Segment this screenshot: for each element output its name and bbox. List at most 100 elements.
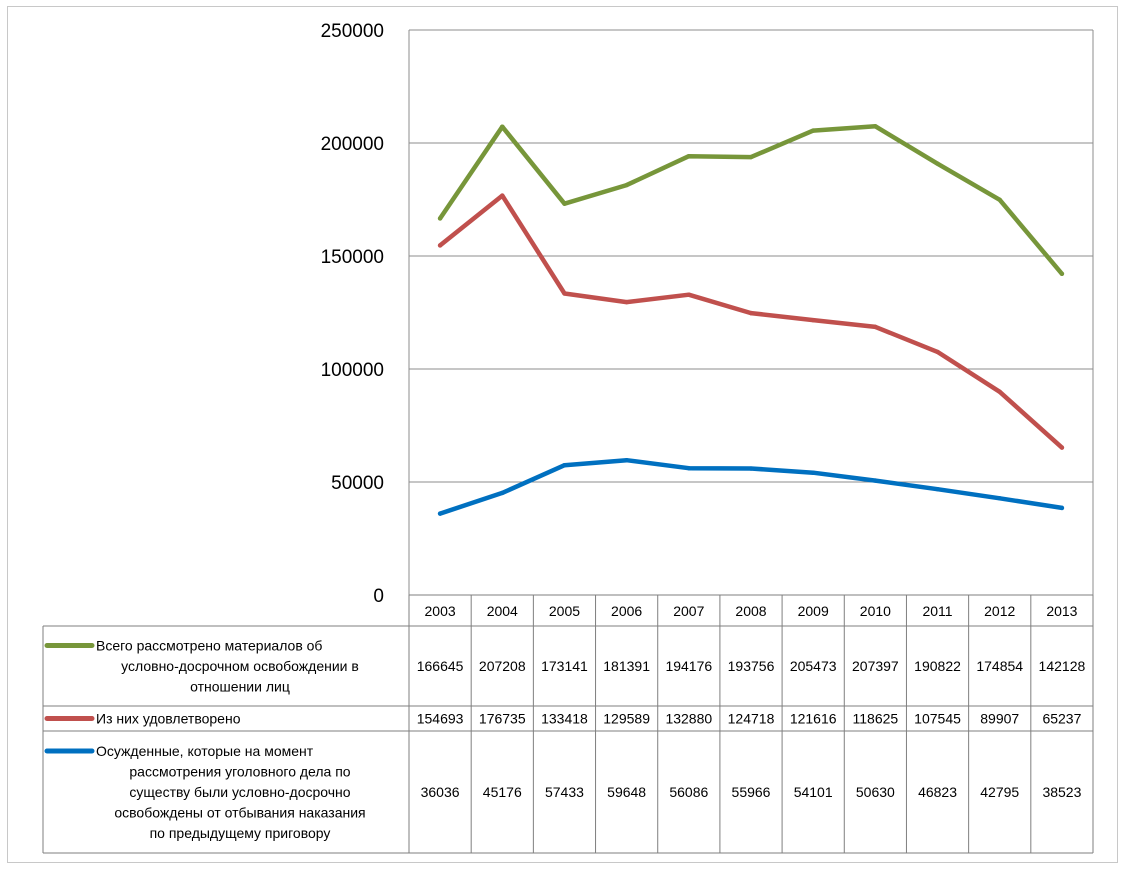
x-tick-label: 2005 [549, 603, 580, 619]
series-lines [437, 124, 1065, 516]
data-point [748, 154, 754, 160]
y-tick-label: 50000 [331, 473, 384, 494]
data-value-cell: 55966 [732, 784, 771, 800]
x-tick-label: 2010 [860, 603, 891, 619]
data-point [562, 201, 567, 206]
data-point [500, 193, 505, 198]
y-tick-label: 250000 [321, 21, 384, 42]
data-point [935, 349, 940, 355]
data-value-cell: 132880 [665, 711, 712, 727]
x-tick-label: 2013 [1046, 603, 1077, 619]
data-point [997, 197, 1002, 203]
data-point [437, 243, 443, 248]
data-table: 2003 2004 2005 2006 2007 2008 2009 2010 2011 2012… [42, 594, 1094, 854]
data-point [873, 478, 878, 483]
x-tick-label: 2003 [425, 603, 456, 619]
data-point [624, 299, 629, 305]
y-tick-label: 0 [373, 586, 384, 607]
data-value-cell: 54101 [794, 784, 833, 800]
x-tick-label: 2004 [487, 603, 518, 619]
data-value-cell: 181391 [603, 658, 650, 674]
data-value-cell: 205473 [790, 658, 837, 674]
data-value-cell: 176735 [479, 711, 526, 727]
legend-label: Всего рассмотрено материалов об [96, 638, 322, 654]
data-value-cell: 190822 [914, 658, 961, 674]
data-value-cell: 42795 [980, 784, 1019, 800]
data-value-cell: 193756 [728, 658, 775, 674]
data-value-cell: 121616 [790, 711, 837, 727]
data-value-cell: 207397 [852, 658, 899, 674]
data-value-cell: 207208 [479, 658, 526, 674]
legend-label: освобождены от отбывания наказания [114, 805, 365, 821]
data-point [810, 317, 816, 323]
data-value-cell: 174854 [976, 658, 1023, 674]
data-value-cell: 38523 [1042, 784, 1081, 800]
data-value-cell: 46823 [918, 784, 957, 800]
data-point [1059, 271, 1065, 276]
legend-label: существу были условно-досрочно [129, 784, 350, 800]
data-value-cell: 173141 [541, 658, 588, 674]
y-tick-label: 150000 [321, 247, 384, 268]
series-line-0 [437, 124, 1065, 277]
data-point [624, 182, 629, 188]
data-point [500, 490, 505, 496]
data-value-cell: 142128 [1039, 658, 1086, 674]
data-value-cell: 59648 [607, 784, 646, 800]
data-point [686, 153, 692, 159]
x-tick-label: 2008 [735, 603, 766, 619]
legend-label: условно-досрочном освобождении в [121, 658, 359, 674]
data-value-cell: 166645 [417, 658, 464, 674]
data-value-cell: 124718 [728, 711, 775, 727]
data-point [810, 128, 816, 133]
data-point [873, 124, 878, 129]
data-value-cell: 65237 [1042, 711, 1081, 727]
legend-label: Из них удовлетворено [96, 711, 241, 727]
data-point [686, 292, 692, 297]
data-point [562, 463, 567, 468]
data-point [997, 389, 1002, 395]
series-line-1 [437, 193, 1065, 450]
y-tick-label: 100000 [321, 360, 384, 381]
data-value-cell: 133418 [541, 711, 588, 727]
legend-label: по предыдущему приговору [150, 825, 331, 841]
data-point [935, 486, 940, 492]
data-point [997, 496, 1002, 501]
x-tick-label: 2012 [984, 603, 1015, 619]
data-point [748, 466, 754, 471]
data-value-cell: 118625 [853, 711, 899, 727]
data-point [437, 216, 443, 221]
x-tick-label: 2006 [611, 603, 642, 619]
data-point [873, 324, 878, 330]
data-value-cell: 57433 [545, 784, 584, 800]
data-point [810, 470, 816, 475]
data-point [748, 310, 754, 316]
data-value-cell: 107545 [914, 711, 961, 727]
data-point [562, 291, 567, 296]
data-point [437, 511, 443, 516]
data-value-cell: 45176 [483, 784, 522, 800]
legend-label: рассмотрения уголовного дела по [129, 764, 350, 780]
data-value-cell: 56086 [669, 784, 708, 800]
data-value-cell: 194176 [665, 658, 712, 674]
data-point [1059, 445, 1065, 450]
data-point [935, 161, 940, 166]
data-point [500, 124, 505, 129]
legend-label: отношении лиц [190, 679, 290, 695]
x-tick-label: 2009 [798, 603, 829, 619]
y-tick-label: 200000 [321, 134, 384, 155]
data-value-cell: 36036 [421, 784, 460, 800]
x-tick-label: 2011 [922, 603, 952, 619]
x-tick-label: 2007 [673, 603, 704, 619]
data-point [624, 457, 629, 463]
gridlines [409, 29, 1093, 483]
legend-label: Осужденные, которые на момент [96, 743, 314, 759]
data-point [686, 466, 692, 471]
data-value-cell: 50630 [856, 784, 895, 800]
data-value-cell: 154693 [417, 711, 464, 727]
data-value-cell: 129589 [603, 711, 650, 727]
y-axis: 0 50000 100000 150000 200000 250000 [321, 21, 1094, 607]
data-value-cell: 89907 [980, 711, 1019, 727]
chart-frame [7, 6, 1118, 863]
data-point [1059, 505, 1065, 511]
